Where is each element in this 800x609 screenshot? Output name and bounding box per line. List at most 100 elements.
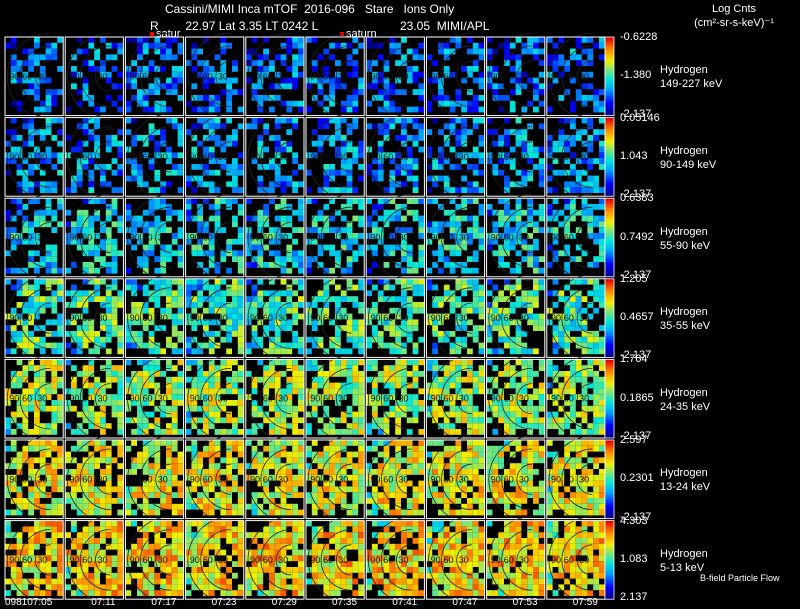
heatmap-cell — [521, 411, 528, 418]
heatmap-cell — [455, 296, 462, 302]
contour-label: 60 — [22, 71, 32, 81]
heatmap-cell — [292, 486, 298, 493]
heatmap-cell — [335, 331, 341, 337]
heatmap-cell — [71, 480, 77, 487]
heatmap-cell — [521, 71, 528, 78]
heatmap-cell — [593, 256, 599, 262]
heatmap-cell — [10, 325, 17, 331]
heatmap-cell — [455, 319, 462, 326]
heatmap-cell — [389, 394, 396, 400]
heatmap-cell — [329, 394, 335, 400]
heatmap-cell — [65, 331, 71, 337]
heatmap-cell — [94, 198, 100, 204]
heatmap-cell — [575, 187, 582, 193]
heatmap-cell — [28, 469, 34, 475]
heatmap-cell — [142, 469, 149, 475]
heatmap-cell — [346, 371, 353, 377]
heatmap-cell — [148, 474, 155, 481]
heatmap-cell — [538, 209, 545, 216]
heatmap-cell — [292, 169, 298, 176]
heatmap-cell — [16, 319, 23, 326]
heatmap-cell — [346, 405, 353, 412]
heatmap-cell — [418, 371, 425, 377]
heatmap-cell — [166, 83, 172, 90]
heatmap-cell — [449, 371, 456, 377]
heatmap-cell — [377, 278, 384, 285]
heatmap-cell — [39, 100, 46, 107]
heatmap-cell — [71, 336, 77, 343]
heatmap-cell — [298, 262, 304, 268]
heatmap-cell — [203, 423, 209, 429]
heatmap-cell — [570, 394, 576, 400]
heatmap-cell — [395, 77, 401, 84]
heatmap-cell — [148, 135, 155, 141]
heatmap-cell — [412, 405, 419, 412]
heatmap-cell — [88, 250, 95, 257]
heatmap-cell — [142, 382, 149, 389]
heatmap-cell — [329, 187, 335, 193]
heatmap-cell — [438, 394, 444, 400]
heatmap-cell — [274, 331, 281, 337]
heatmap-cell — [82, 250, 89, 257]
heatmap-cell — [449, 37, 456, 43]
heatmap-cell — [504, 359, 510, 366]
heatmap-cell — [166, 158, 172, 164]
heatmap-cell — [292, 331, 298, 337]
heatmap-cell — [498, 388, 504, 395]
heatmap-cell — [372, 359, 378, 366]
heatmap-cell — [538, 313, 545, 320]
heatmap-cell — [323, 290, 330, 297]
heatmap-cell — [203, 509, 209, 516]
heatmap-cell — [22, 365, 29, 371]
colorbar-segment — [605, 206, 614, 209]
heatmap-cell — [111, 238, 118, 245]
heatmap-cell — [558, 169, 565, 176]
heatmap-cell — [286, 405, 293, 412]
contour-label: 90 — [9, 152, 19, 162]
heatmap-cell — [22, 498, 29, 504]
contour-label: 90 — [551, 394, 561, 404]
heatmap-cell — [335, 256, 341, 262]
heatmap-cell — [558, 54, 565, 61]
heatmap-cell — [226, 492, 232, 498]
heatmap-cell — [478, 227, 485, 233]
heatmap-cell — [412, 348, 419, 355]
heatmap-cell — [148, 129, 155, 135]
heatmap-cell — [125, 278, 132, 285]
heatmap-cell — [131, 440, 137, 446]
heatmap-cell — [515, 284, 522, 291]
heatmap-cell — [533, 146, 539, 153]
heatmap-cell — [504, 405, 510, 412]
heatmap-cell — [418, 256, 425, 262]
colorbar-segment — [605, 129, 614, 132]
heatmap-cell — [125, 106, 132, 113]
heatmap-cell — [82, 221, 89, 228]
heatmap-cell — [461, 175, 467, 182]
heatmap-cell — [383, 457, 390, 464]
heatmap-cell — [269, 181, 275, 188]
heatmap-cell — [100, 509, 106, 516]
heatmap-cell — [498, 256, 504, 262]
heatmap-cell — [94, 411, 100, 418]
header: Cassini/MIMI Inca mTOF 2016-096 Stare Io… — [0, 0, 800, 40]
heatmap-cell — [335, 313, 341, 320]
heatmap-cell — [237, 256, 244, 262]
heatmap-cell — [274, 359, 281, 366]
heatmap-cell — [45, 209, 52, 216]
heatmap-cell — [599, 302, 605, 308]
colorbar-segment — [605, 341, 614, 345]
heatmap-cell — [76, 296, 83, 302]
colorbar-segment — [605, 353, 614, 357]
heatmap-cell — [166, 89, 172, 95]
colorbar-frame — [604, 117, 615, 197]
heatmap-cell — [593, 262, 599, 268]
heatmap-cell — [298, 451, 304, 458]
heatmap-cell — [237, 429, 244, 435]
heatmap-cell — [10, 100, 17, 107]
heatmap-cell — [426, 152, 433, 159]
heatmap-cell — [274, 463, 281, 469]
heatmap-cell — [251, 382, 258, 389]
heatmap-cell — [5, 313, 11, 320]
panel-frame — [305, 197, 365, 278]
